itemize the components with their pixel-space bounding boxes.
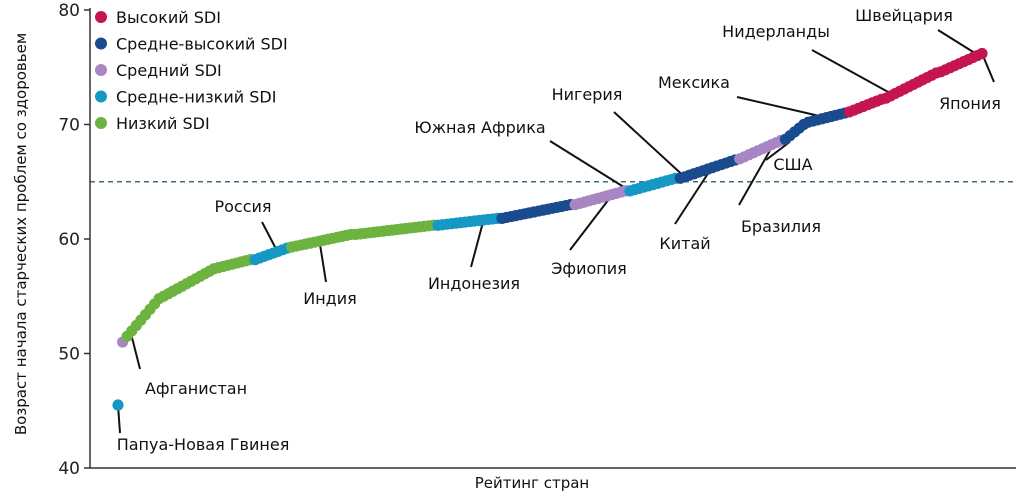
y-tick-label: 50 [58, 345, 80, 365]
legend-label: Низкий SDI [116, 114, 210, 133]
annotation-label: Нигерия [552, 85, 623, 104]
annotation-label: Бразилия [741, 217, 821, 236]
data-point [112, 399, 124, 411]
annotation-leader [569, 194, 613, 251]
x-axis-title: Рейтинг стран [475, 474, 589, 492]
legend-label: Средний SDI [116, 61, 222, 80]
legend-swatch [95, 64, 107, 76]
annotation-label: Япония [939, 94, 1001, 113]
legend-swatch [95, 90, 107, 103]
legend-label: Средне-высокий SDI [116, 35, 288, 54]
annotation-label: Папуа-Новая Гвинея [117, 435, 290, 454]
annotation-labels: Папуа-Новая Гвинея Афганистан Россия Индия И… [117, 6, 1001, 454]
annotation-label: Афганистан [145, 379, 247, 398]
annotation-label: Мексика [658, 73, 730, 92]
legend: Высокий SDI Средне-высокий SDI Средний SDI… [95, 8, 288, 133]
annotation-leader [613, 111, 686, 178]
data-points [112, 47, 988, 411]
y-tick-label: 40 [58, 459, 80, 479]
annotation-leader [811, 49, 896, 97]
legend-swatch [95, 117, 107, 129]
y-axis-title: Возраст начала старческих проблем со здо… [12, 33, 30, 435]
annotation-leader [937, 29, 978, 56]
annotation-label: Швейцария [855, 6, 953, 25]
annotation-label: Китай [659, 234, 710, 253]
legend-label: Высокий SDI [116, 8, 221, 27]
y-tick-label: 80 [58, 1, 80, 21]
axis-layer: 40 50 60 70 80 [58, 1, 1016, 479]
data-point [976, 47, 988, 60]
annotation-label: Нидерланды [722, 22, 830, 41]
annotation-leader [130, 336, 141, 370]
annotation-label: Эфиопия [551, 259, 627, 278]
y-tick-label: 70 [58, 116, 80, 136]
annotation-leader [738, 146, 773, 206]
legend-swatch [95, 37, 107, 50]
annotation-label: Индонезия [428, 274, 520, 293]
annotation-leader [549, 140, 631, 192]
annotation-label: США [773, 155, 812, 174]
annotation-leader [674, 166, 714, 225]
legend-swatch [95, 11, 107, 23]
annotation-label: Южная Африка [414, 118, 545, 137]
legend-label: Средне-низкий SDI [116, 88, 276, 107]
annotation-leaders [117, 29, 995, 434]
annotation-label: Россия [214, 197, 271, 216]
annotation-label: Индия [303, 289, 357, 308]
y-tick-label: 60 [58, 230, 80, 250]
annotation-leader [470, 219, 485, 268]
annotation-leader [736, 96, 827, 119]
